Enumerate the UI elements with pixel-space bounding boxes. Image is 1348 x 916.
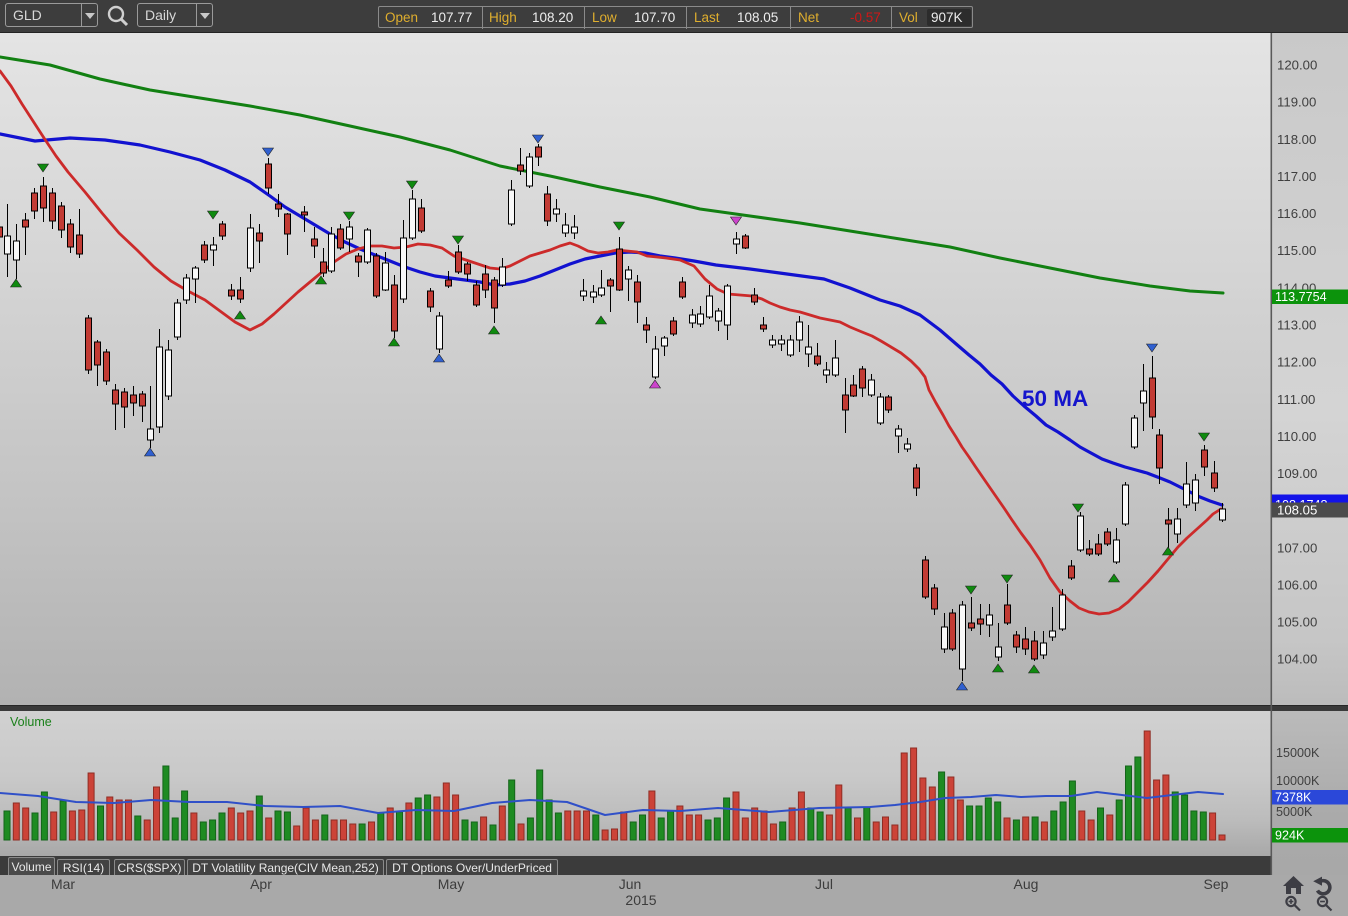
svg-text:104.00: 104.00 (1277, 652, 1317, 667)
svg-text:Aug: Aug (1014, 876, 1039, 892)
svg-text:116.00: 116.00 (1277, 206, 1316, 221)
svg-text:Jun: Jun (619, 876, 642, 892)
svg-text:2015: 2015 (625, 892, 656, 908)
svg-text:106.00: 106.00 (1277, 577, 1317, 592)
svg-text:May: May (438, 876, 464, 892)
svg-text:15000K: 15000K (1276, 746, 1320, 760)
svg-text:107.00: 107.00 (1277, 540, 1317, 555)
svg-text:110.00: 110.00 (1277, 429, 1316, 444)
svg-text:115.00: 115.00 (1277, 243, 1316, 258)
svg-text:7378K: 7378K (1275, 791, 1312, 805)
svg-text:108.05: 108.05 (1277, 503, 1317, 518)
svg-text:111.00: 111.00 (1277, 392, 1315, 407)
svg-text:Volume: Volume (10, 715, 52, 729)
svg-text:105.00: 105.00 (1277, 615, 1317, 630)
svg-text:109.00: 109.00 (1277, 466, 1317, 481)
svg-text:Jul: Jul (815, 876, 833, 892)
svg-text:113.7754: 113.7754 (1275, 290, 1327, 304)
svg-text:10000K: 10000K (1276, 774, 1320, 788)
svg-text:Apr: Apr (250, 876, 272, 892)
svg-text:50 MA: 50 MA (1022, 386, 1088, 411)
svg-text:117.00: 117.00 (1277, 169, 1316, 184)
svg-text:113.00: 113.00 (1277, 318, 1316, 333)
svg-text:119.00: 119.00 (1277, 95, 1316, 110)
svg-text:5000K: 5000K (1276, 805, 1313, 819)
svg-text:Sep: Sep (1204, 876, 1229, 892)
svg-text:924K: 924K (1275, 829, 1305, 843)
svg-text:118.00: 118.00 (1277, 132, 1316, 147)
svg-text:112.00: 112.00 (1277, 355, 1316, 370)
svg-text:Mar: Mar (51, 876, 75, 892)
svg-text:120.00: 120.00 (1277, 58, 1317, 73)
